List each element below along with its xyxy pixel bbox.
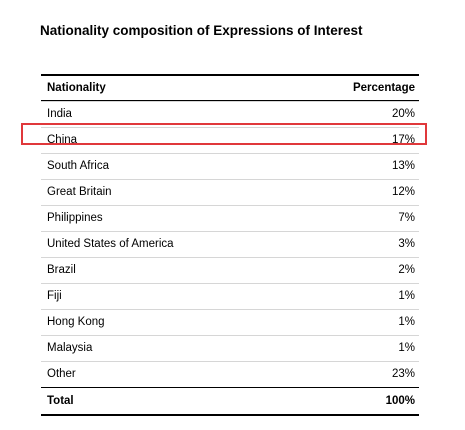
percentage-cell: 2% <box>398 264 415 276</box>
percentage-cell: 23% <box>391 368 415 380</box>
nationality-cell: Other <box>47 368 76 380</box>
column-header-nationality: Nationality <box>47 82 106 94</box>
percentage-cell: 20% <box>391 108 415 120</box>
percentage-cell: 1% <box>398 290 415 302</box>
total-label: Total <box>47 395 74 407</box>
percentage-cell: 13% <box>391 160 415 172</box>
table-row: Philippines 7% <box>41 205 419 231</box>
percentage-cell: 12% <box>391 186 415 198</box>
nationality-cell: South Africa <box>47 160 110 172</box>
percentage-cell: 7% <box>398 212 415 224</box>
nationality-table: Nationality Percentage India 20% China 17% S… <box>41 74 419 416</box>
nationality-cell: Great Britain <box>47 186 112 198</box>
table-row: Brazil 2% <box>41 257 419 283</box>
percentage-cell: 1% <box>398 316 415 328</box>
table-title: Nationality composition of Expressions o… <box>40 23 363 38</box>
table-row: China 17% <box>41 127 419 153</box>
table-total-row: Total 100% <box>41 387 419 414</box>
table-row: Other 23% <box>41 361 419 387</box>
nationality-cell: Philippines <box>47 212 103 224</box>
table-header-row: Nationality Percentage <box>41 76 419 101</box>
nationality-cell: India <box>47 108 72 120</box>
table-row: Hong Kong 1% <box>41 309 419 335</box>
table-row: Great Britain 12% <box>41 179 419 205</box>
percentage-cell: 1% <box>398 342 415 354</box>
nationality-cell: Malaysia <box>47 342 93 354</box>
nationality-cell: Brazil <box>47 264 76 276</box>
total-percentage: 100% <box>385 395 415 407</box>
nationality-cell: Hong Kong <box>47 316 105 328</box>
nationality-cell: China <box>47 134 78 146</box>
table-row: Fiji 1% <box>41 283 419 309</box>
nationality-cell: Fiji <box>47 290 62 302</box>
table-row: South Africa 13% <box>41 153 419 179</box>
table-row: Malaysia 1% <box>41 335 419 361</box>
column-header-percentage: Percentage <box>352 82 415 94</box>
percentage-cell: 3% <box>398 238 415 250</box>
table-body: India 20% China 17% South Africa 13% Great Bri… <box>41 101 419 387</box>
table-row: India 20% <box>41 101 419 127</box>
table-row: United States of America 3% <box>41 231 419 257</box>
nationality-cell: United States of America <box>47 238 174 250</box>
percentage-cell: 17% <box>391 134 415 146</box>
